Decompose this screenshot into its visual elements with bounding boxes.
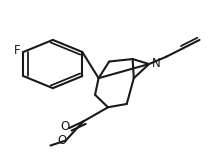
Text: O: O [60, 120, 69, 133]
Text: O: O [57, 134, 66, 147]
Text: F: F [14, 44, 21, 57]
Text: N: N [152, 57, 161, 70]
